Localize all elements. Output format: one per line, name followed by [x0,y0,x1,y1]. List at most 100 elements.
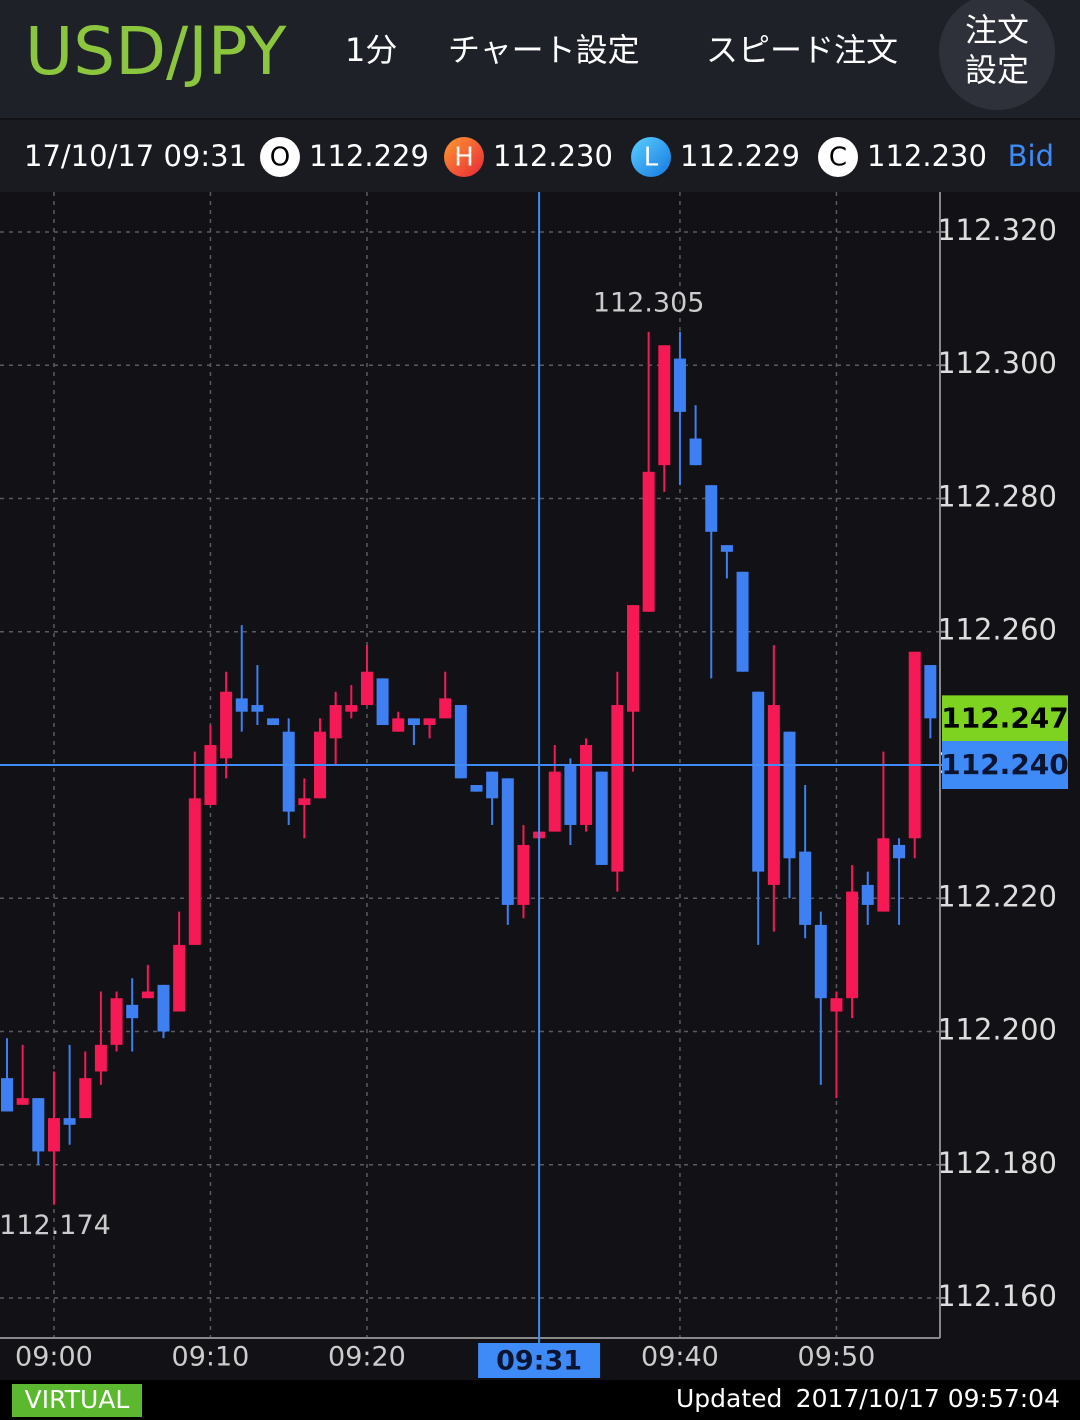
candle-body [893,844,906,859]
mode-badge [12,1384,142,1417]
candle-body [799,851,812,925]
candle-body [94,1044,107,1072]
candle-body [548,771,561,832]
candle-body [126,1004,139,1019]
candle-body [235,698,248,712]
crosshair-y-label: 112.240 [941,748,1069,781]
candle-body [673,358,686,412]
candle-body [736,571,749,672]
x-tick-label: 09:40 [641,1342,719,1373]
candle-body [141,991,154,999]
candle-body [360,671,373,706]
candle-body [251,705,264,712]
y-tick-label: 112.180 [937,1146,1057,1180]
order-settings[interactable]: 設定 [965,51,1029,89]
candle-body [63,1118,76,1125]
info-badge [260,137,300,177]
info-badge [444,137,484,177]
candle-body [877,838,890,912]
updated-time: 2017/10/17 09:57:04 [796,1384,1060,1413]
candle-body [580,745,593,825]
candle-body [47,1118,60,1152]
info-letter: O [270,143,290,173]
candle-body [157,984,170,1032]
candle-body [110,998,123,1045]
y-tick-label: 112.200 [937,1013,1057,1047]
order-settings-button[interactable] [939,0,1055,110]
candle-body [767,705,780,885]
candle-body [220,691,233,759]
info-items: O 112.229 H 112.230 L 112.229 C 112.230 [260,137,987,177]
candle-body [173,944,186,1012]
candle-body [454,705,467,779]
extreme-label: 112.174 [0,1210,111,1241]
info-value: 112.229 [680,139,800,173]
info-badge [818,137,858,177]
x-tick-label: 09:20 [328,1342,406,1373]
y-tick-label: 112.160 [937,1279,1057,1313]
candle-body [32,1098,45,1152]
candle-body [439,698,452,719]
info-value: 112.230 [493,139,613,173]
candle-body [689,438,702,466]
price-side: Bid [1008,139,1054,173]
header-bar [0,0,1080,118]
order-settings[interactable]: 注文 [965,11,1029,49]
candle-body [783,731,796,859]
candle-body [658,345,671,466]
candle-body [924,665,937,719]
speed-order[interactable]: スピード注文 [706,31,898,69]
candle-body [282,731,295,812]
candle-body [564,765,577,825]
crosshair-y-tag [942,741,1068,789]
candle-body [814,924,827,999]
candle-body [376,678,389,726]
info-letter: H [454,143,474,173]
info-letter: L [644,143,659,173]
candle-body [830,998,843,1012]
candle-body [627,605,639,712]
y-tick-label: 112.220 [937,879,1057,913]
symbol[interactable]: USD/JPY [25,13,287,90]
extreme-label: 112.305 [593,287,705,318]
interval[interactable]: 1分 [345,31,397,69]
candle-body [423,718,436,726]
candle-body [188,798,201,945]
candle-body [642,471,655,612]
last-price-label: 112.247 [941,701,1069,734]
candle-body [204,745,217,805]
candle-body [705,485,718,532]
mode: VIRTUAL [25,1385,130,1414]
y-tick-label: 112.280 [937,479,1057,513]
candle-body [267,718,280,726]
x-tick-label: 09:50 [798,1342,876,1373]
crosshair-x-label: 09:31 [496,1346,582,1377]
candle-body [908,651,921,839]
candle-body [501,778,514,905]
candle-body [720,545,733,552]
info-bar [0,120,1080,192]
candle-body [595,771,608,865]
candle-body [298,798,311,805]
candle-body [345,705,358,712]
y-tick-label: 112.320 [937,213,1057,247]
x-tick-label: 09:00 [15,1342,93,1373]
candle-body [392,718,405,732]
info-value: 112.230 [867,139,987,173]
crosshair-x-tag [478,1343,601,1378]
candle-body [329,705,342,739]
candle-body [517,844,530,905]
info-value: 112.229 [309,139,429,173]
chart-settings[interactable]: チャート設定 [448,31,640,69]
candle-body [861,884,874,905]
y-tick-label: 112.300 [937,346,1057,380]
candle-body [486,771,499,799]
updated-label: Updated [676,1384,782,1413]
candle-body [16,1098,29,1105]
y-tick-label: 112.260 [937,613,1057,647]
candle-body [470,784,483,792]
candle-body [1,1078,13,1112]
candle-body [407,718,420,726]
